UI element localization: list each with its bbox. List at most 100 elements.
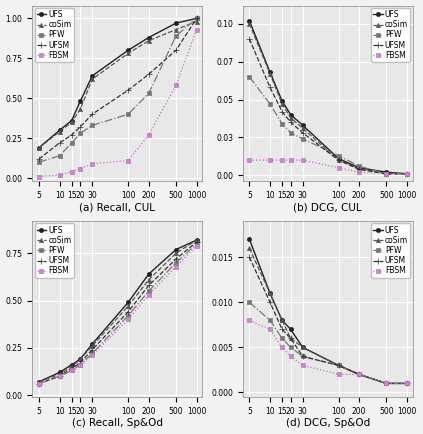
FBSM — [280, 345, 285, 350]
FBSM — [173, 264, 179, 269]
UFSM — [57, 140, 62, 145]
coSim — [194, 19, 199, 24]
PFW — [126, 313, 131, 318]
coSim — [90, 76, 95, 82]
coSim — [57, 372, 62, 377]
UFSM — [267, 300, 272, 305]
PFW — [247, 300, 252, 305]
PFW — [126, 112, 131, 117]
X-axis label: (b) DCG, CUL: (b) DCG, CUL — [293, 203, 362, 213]
UFSM — [194, 240, 199, 245]
coSim — [247, 21, 252, 26]
FBSM — [247, 158, 252, 163]
FBSM — [57, 374, 62, 379]
FBSM — [126, 158, 131, 163]
Legend: UFS, coSim, PFW, UFSM, FBSM: UFS, coSim, PFW, UFSM, FBSM — [371, 8, 410, 62]
PFW — [194, 16, 199, 21]
Line: coSim: coSim — [37, 238, 199, 384]
UFSM — [173, 48, 179, 53]
Line: coSim: coSim — [247, 22, 409, 176]
coSim — [404, 381, 409, 386]
coSim — [267, 71, 272, 76]
Line: PFW: PFW — [37, 242, 199, 386]
UFS — [69, 362, 74, 368]
UFS — [194, 16, 199, 21]
UFS — [300, 345, 305, 350]
FBSM — [126, 317, 131, 322]
PFW — [280, 336, 285, 341]
PFW — [404, 381, 409, 386]
UFS — [404, 171, 409, 176]
UFSM — [78, 360, 83, 365]
UFSM — [36, 156, 41, 161]
UFSM — [288, 120, 293, 125]
PFW — [288, 345, 293, 350]
UFSM — [57, 374, 62, 379]
FBSM — [384, 171, 389, 176]
coSim — [126, 304, 131, 309]
UFS — [280, 99, 285, 104]
UFS — [384, 381, 389, 386]
UFS — [78, 99, 83, 104]
UFS — [247, 18, 252, 23]
FBSM — [336, 165, 341, 170]
FBSM — [267, 327, 272, 332]
FBSM — [357, 170, 362, 175]
FBSM — [69, 368, 74, 373]
UFS — [36, 379, 41, 385]
FBSM — [78, 362, 83, 368]
FBSM — [357, 372, 362, 377]
PFW — [288, 130, 293, 135]
Line: UFSM: UFSM — [247, 254, 410, 386]
Line: FBSM: FBSM — [247, 158, 409, 176]
UFSM — [357, 372, 362, 377]
FBSM — [300, 363, 305, 368]
UFS — [357, 372, 362, 377]
UFSM — [280, 327, 285, 332]
coSim — [384, 381, 389, 386]
Line: coSim: coSim — [247, 246, 409, 385]
Line: FBSM: FBSM — [37, 27, 199, 179]
FBSM — [90, 161, 95, 166]
PFW — [78, 362, 83, 368]
UFSM — [90, 112, 95, 117]
FBSM — [146, 132, 151, 138]
Legend: UFS, coSim, PFW, UFSM, FBSM: UFS, coSim, PFW, UFSM, FBSM — [35, 224, 74, 278]
coSim — [267, 291, 272, 296]
PFW — [384, 381, 389, 386]
FBSM — [404, 381, 409, 386]
PFW — [267, 318, 272, 323]
coSim — [126, 51, 131, 56]
PFW — [247, 74, 252, 79]
coSim — [288, 336, 293, 341]
FBSM — [280, 158, 285, 163]
PFW — [146, 289, 151, 294]
Line: PFW: PFW — [37, 16, 199, 164]
UFS — [194, 237, 199, 243]
PFW — [194, 241, 199, 247]
UFSM — [300, 354, 305, 359]
X-axis label: (a) Recall, CUL: (a) Recall, CUL — [79, 203, 155, 213]
PFW — [90, 123, 95, 128]
FBSM — [173, 83, 179, 88]
UFS — [267, 69, 272, 75]
coSim — [280, 318, 285, 323]
UFSM — [280, 109, 285, 114]
UFSM — [69, 132, 74, 138]
coSim — [336, 158, 341, 163]
coSim — [357, 167, 362, 172]
Line: UFSM: UFSM — [247, 36, 410, 177]
UFS — [146, 272, 151, 277]
UFS — [57, 128, 62, 133]
FBSM — [384, 381, 389, 386]
coSim — [404, 171, 409, 176]
UFS — [173, 20, 179, 26]
FBSM — [36, 381, 41, 386]
UFSM — [90, 347, 95, 352]
UFSM — [384, 171, 389, 176]
UFS — [267, 291, 272, 296]
UFS — [300, 123, 305, 128]
FBSM — [194, 243, 199, 248]
coSim — [36, 145, 41, 150]
PFW — [404, 171, 409, 176]
